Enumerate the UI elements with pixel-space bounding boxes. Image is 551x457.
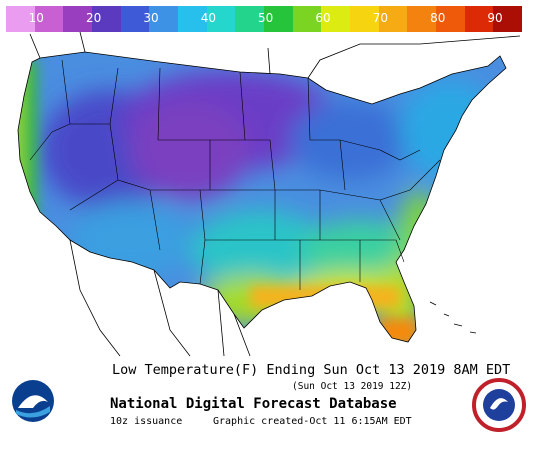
legend-swatch [292,6,322,32]
legend-tick-label: 10 [28,11,44,25]
map-title: Low Temperature(F) Ending Sun Oct 13 201… [112,362,511,378]
legend-swatch: 50 [258,6,293,32]
legend-tick-label: 90 [487,11,503,25]
nws-logo-disc [483,389,515,421]
legend-tick-label: 40 [200,11,216,25]
legend-tick-label: 50 [258,11,274,25]
issuance-label: 10z issuance [110,416,183,427]
noaa-logo-sea [16,406,50,418]
bahamas-islands [429,301,477,334]
nws-logo [472,378,526,432]
zone-northeast [400,80,500,180]
zone-far-west-coast [18,60,24,210]
zone-florida-edge [378,318,418,342]
legend-swatch: 60 [315,6,351,32]
nws-logo-swirl [490,398,508,410]
legend-tick-label: 60 [315,11,331,25]
legend-swatch [120,6,150,32]
legend-swatch: 30 [143,6,179,32]
us-coastline [17,51,507,343]
map-outlines [17,32,521,357]
canada-border [29,32,521,79]
temperature-color-legend: 10 20 30 40 50 60 70 80 90 [6,6,523,32]
legend-swatch [6,6,35,32]
created-label: Graphic created-Oct 11 6:15AM EDT [213,416,412,427]
map-subtitle: (Sun Oct 13 2019 12Z) [292,381,413,392]
legend-swatch [350,6,379,32]
zone-great-lakes [290,100,410,180]
zone-southwest [70,200,190,280]
product-name: National Digital Forecast Database [110,396,397,412]
legend-tick-label: 30 [143,11,159,25]
legend-tick-label: 80 [430,11,446,25]
legend-swatch: 10 [29,6,64,32]
legend-swatch: 20 [86,6,121,32]
legend-tick-label: 20 [86,11,102,25]
temperature-field [18,52,506,342]
state-borders [29,59,441,290]
mexico-border [69,239,251,357]
legend-swatch [464,6,494,32]
zone-gulf-edge [250,286,400,308]
legend-swatch: 40 [201,6,236,32]
legend-swatch: 80 [430,6,465,32]
legend-swatch: 70 [373,6,408,32]
legend-swatch [235,6,265,32]
legend-swatch [63,6,93,32]
zone-rockies [130,100,250,200]
temperature-map [17,32,521,357]
zone-atlantic-coast [400,190,440,270]
legend-swatch: 90 [487,6,523,32]
legend-swatch [178,6,207,32]
noaa-logo-bird [18,395,48,408]
legend-tick-label: 70 [372,11,389,25]
noaa-logo [12,380,54,422]
zone-southern-plains [190,210,330,290]
legend-swatch [407,6,437,32]
